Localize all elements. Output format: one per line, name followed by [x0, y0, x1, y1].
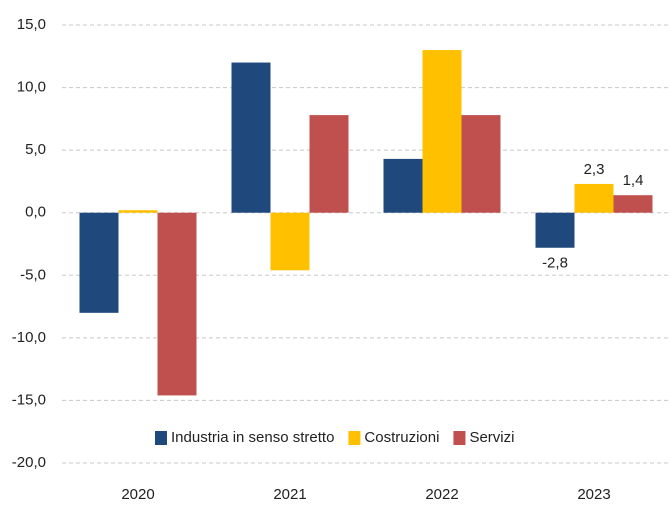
bar [157, 212, 197, 396]
data-label: 1,4 [623, 172, 644, 189]
y-tick-label: -10,0 [12, 329, 46, 346]
bar [461, 115, 501, 213]
y-tick-label: -15,0 [12, 391, 46, 408]
legend-swatch [453, 431, 466, 445]
x-tick-label: 2021 [273, 486, 306, 503]
bar [422, 50, 462, 213]
data-label: 2,3 [584, 161, 605, 178]
y-tick-label: 5,0 [25, 141, 46, 158]
bar [270, 212, 310, 271]
legend-label: Costruzioni [364, 429, 439, 446]
bar [383, 158, 423, 213]
bar [118, 210, 158, 213]
legend-swatch [155, 431, 167, 445]
legend-swatch [348, 431, 361, 445]
legend-label: Industria in senso stretto [171, 429, 334, 446]
bar [79, 212, 119, 313]
y-tick-label: -20,0 [12, 454, 46, 471]
bar [231, 62, 271, 213]
x-tick-label: 2022 [425, 486, 458, 503]
x-tick-label: 2023 [577, 486, 610, 503]
y-tick-label: 15,0 [17, 16, 46, 33]
y-tick-label: -5,0 [20, 266, 46, 283]
bar [613, 195, 653, 213]
bar [309, 115, 349, 213]
y-tick-label: 10,0 [17, 79, 46, 96]
bar [574, 183, 614, 213]
x-tick-label: 2020 [121, 486, 154, 503]
legend-label: Servizi [469, 429, 514, 446]
bar [535, 212, 575, 248]
y-tick-label: 0,0 [25, 204, 46, 221]
data-label: -2,8 [542, 255, 568, 272]
